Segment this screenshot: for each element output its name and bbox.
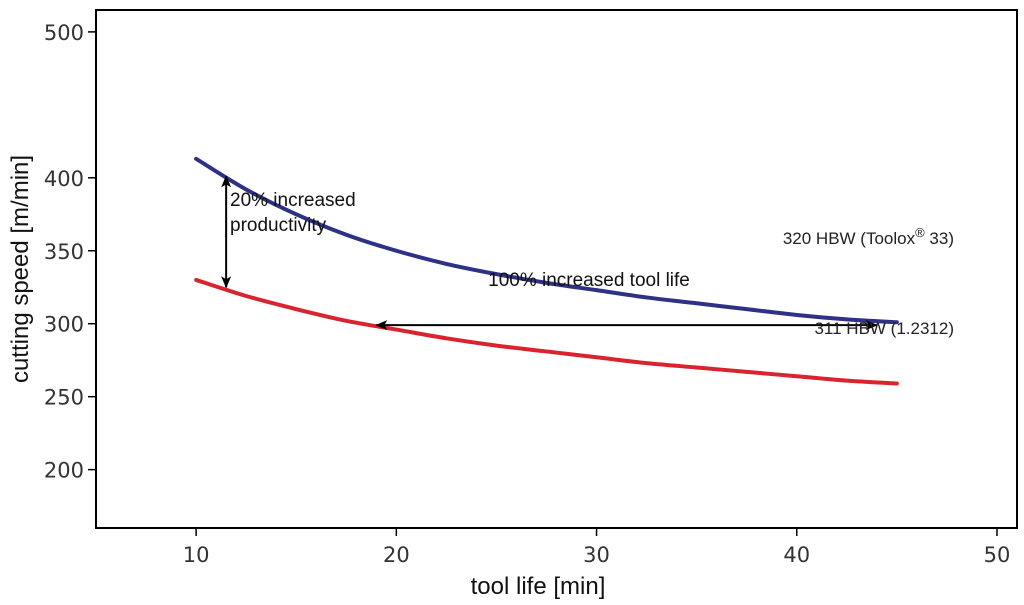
- plot-frame: [95, 9, 1018, 529]
- y-axis-title: cutting speed [m/min]: [7, 155, 34, 383]
- x-tick-label: 30: [583, 543, 610, 567]
- y-tick-label: 400: [44, 167, 84, 191]
- y-tick-label: 200: [44, 459, 84, 483]
- tool-life-annotation: 100% increased tool life: [488, 270, 690, 291]
- series-label-toolox-main: 320 HBW (Toolox: [783, 229, 916, 248]
- y-tick-label: 250: [44, 386, 84, 410]
- series-line-toolox-33: [194, 156, 899, 325]
- x-tick-label: 40: [783, 543, 810, 567]
- x-tick-label: 50: [984, 543, 1011, 567]
- y-tick-label: 300: [44, 313, 84, 337]
- y-axis-ticks: 200 250 300 350 400 500: [44, 21, 96, 483]
- x-tick-label: 20: [383, 543, 410, 567]
- series-line-1-2312: [194, 277, 899, 386]
- series-label-toolox-registered: ®: [915, 225, 925, 240]
- productivity-annotation-line1: 20% increased: [230, 190, 356, 211]
- series-label-toolox-end: 33): [925, 229, 954, 248]
- y-tick-label: 500: [44, 21, 84, 45]
- y-tick-label: 350: [44, 240, 84, 264]
- x-tick-label: 10: [183, 543, 210, 567]
- productivity-annotation-line2: productivity: [230, 215, 327, 236]
- x-axis-title: tool life [min]: [471, 573, 606, 600]
- series-label-toolox-33: 320 HBW (Toolox® 33): [783, 225, 954, 248]
- x-axis-ticks: 10 20 30 40 50: [183, 528, 1011, 567]
- series-label-1-2312: 311 HBW (1.2312): [814, 319, 954, 338]
